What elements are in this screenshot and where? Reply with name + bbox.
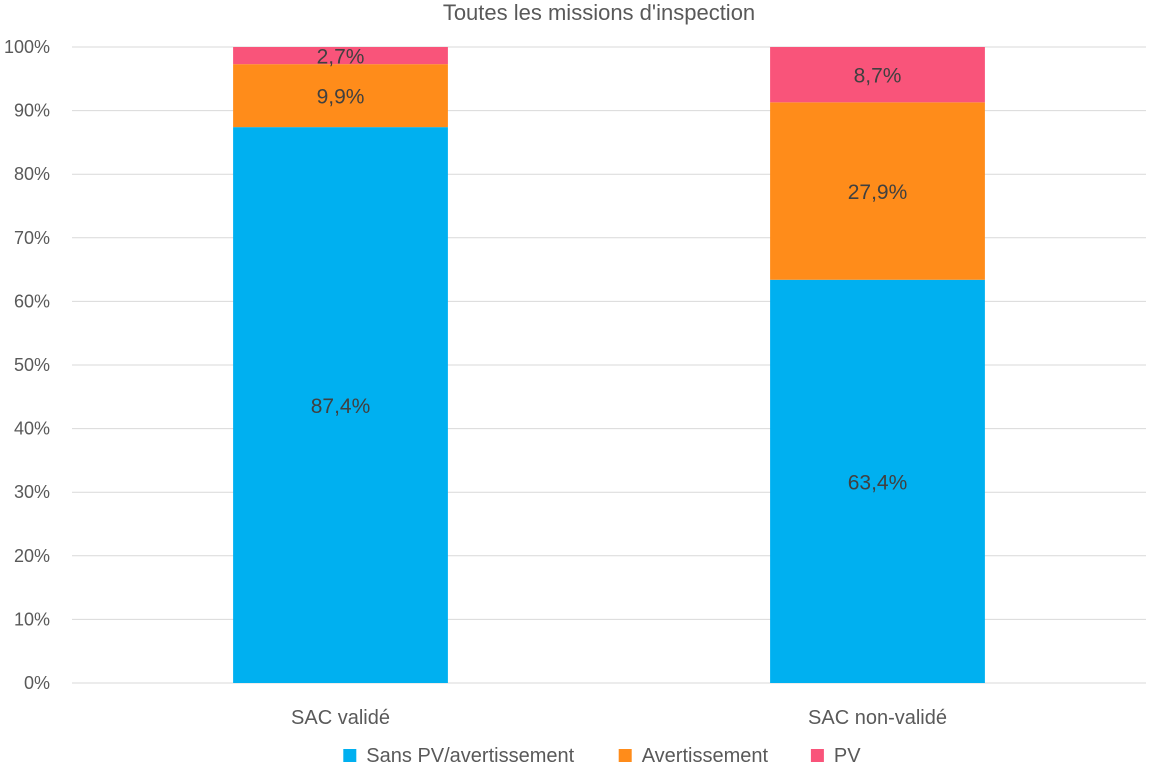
y-tick-label: 40% [14, 419, 50, 439]
y-tick-label: 70% [14, 228, 50, 248]
x-category-label: SAC non-validé [808, 707, 947, 729]
x-category-label: SAC validé [291, 707, 390, 729]
data-label: 2,7% [317, 46, 365, 69]
bar-segment [770, 279, 985, 683]
bar-segment [770, 102, 985, 280]
legend-label: PV [834, 745, 861, 767]
y-tick-label: 90% [14, 101, 50, 121]
data-label: 9,9% [317, 86, 365, 109]
y-tick-label: 20% [14, 546, 50, 566]
legend-swatch [810, 749, 824, 762]
bar-segment [233, 64, 448, 128]
legend: Sans PV/avertissement Avertissement PV [343, 745, 861, 767]
legend-label: Sans PV/avertissement [366, 745, 574, 767]
x-axis-categories: SAC validé SAC non-validé [291, 707, 947, 729]
y-tick-label: 80% [14, 164, 50, 184]
legend-swatch [343, 749, 357, 762]
bar-segment [233, 47, 448, 65]
data-label: 87,4% [311, 395, 371, 418]
chart-title: Toutes les missions d'inspection [443, 0, 755, 25]
y-tick-label: 10% [14, 609, 50, 629]
bars: 87,4% 9,9% 2,7% 63,4% 27,9% 8,7% [233, 46, 985, 684]
bar-segment [233, 127, 448, 684]
y-tick-label: 60% [14, 291, 50, 311]
legend-label: Avertissement [642, 745, 769, 767]
data-label: 27,9% [848, 181, 908, 204]
y-tick-label: 100% [4, 37, 50, 57]
y-tick-label: 0% [24, 673, 50, 693]
bar-segment [770, 47, 985, 103]
y-tick-label: 50% [14, 355, 50, 375]
legend-swatch [618, 749, 632, 762]
y-tick-label: 30% [14, 482, 50, 502]
data-label: 8,7% [854, 65, 902, 88]
data-label: 63,4% [848, 471, 908, 494]
y-axis-ticks: 0% 10% 20% 30% 40% 50% 60% 70% 80% 90% 100% [4, 37, 50, 693]
